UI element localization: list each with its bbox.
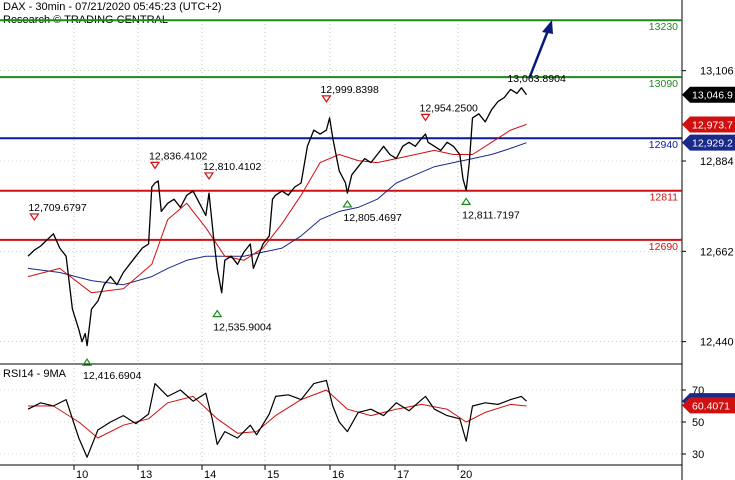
x-tick-label: 14 [204,469,216,480]
x-tick-label: 10 [76,469,88,480]
x-tick-label: 13 [140,469,152,480]
price-tick-label: 13,106 [700,66,734,78]
annotation-high-marker [203,172,215,181]
annotation-high-marker [29,213,40,222]
annotation-target-label: 13,063.8904 [507,73,566,85]
level-label-13090: 13090 [649,78,678,90]
x-tick-label: 17 [397,469,409,480]
annotation-low-label: 12,805.4697 [343,212,402,224]
ma-slow-line [27,142,527,286]
annotation-high-label: 12,836.4102 [149,150,208,162]
level-label-12940: 12940 [649,139,678,151]
x-tick-label: 16 [332,469,344,480]
rsi-tag-label: 60.4071 [692,400,730,412]
annotation-high-label: 12,954.2500 [420,102,479,114]
rsi-tag [682,397,735,414]
annotation-high-label: 12,709.6797 [28,202,87,214]
annotation-low-label: 12,416.6904 [83,370,142,382]
annotation-high-marker [149,161,161,170]
ma-fast-line [27,123,527,294]
price-tag [682,134,735,151]
level-label-12811: 12811 [650,192,679,204]
annotation-low-marker [212,309,223,318]
forecast-arrow-shaft [528,27,551,78]
annotation-high-label: 12,999.8398 [320,84,379,96]
price-tag [682,86,735,103]
level-label-12690: 12690 [649,241,678,253]
chart-title: DAX - 30min - 07/21/2020 05:45:23 (UTC+2… [3,1,222,13]
rsi-panel-title: RSI14 - 9MA [3,368,67,380]
rsi-tick-label: 30 [692,449,704,461]
annotation-low-marker [81,358,93,366]
x-tick-label: 15 [267,469,279,480]
annotation-low-marker [342,199,353,208]
annotation-low-label: 12,535.9004 [213,322,272,334]
price-tick-label: 12,662 [700,246,734,258]
price-tag-label: 12,973.7 [692,119,733,131]
annotation-high-marker [321,95,332,103]
price-tag-label: 12,929.2 [692,138,733,150]
level-label-13230: 13230 [649,21,678,33]
price-tick-label: 12,440 [700,337,734,349]
forecast-arrow-head [542,20,553,34]
price-tag [682,116,735,133]
price-tick-label: 12,884 [700,156,734,168]
rsi-tick-label: 50 [692,417,704,429]
rsi-line [27,379,527,458]
annotation-high-label: 12,810.4102 [203,161,262,173]
x-tick-label: 20 [460,469,472,480]
annotation-low-marker [461,197,472,206]
annotation-low-label: 12,811.7197 [462,209,520,221]
rsi-ma-line [28,389,527,439]
price-tag-label: 13,046.9 [692,90,733,102]
annotation-high-marker [420,113,431,122]
price-line [27,87,528,347]
